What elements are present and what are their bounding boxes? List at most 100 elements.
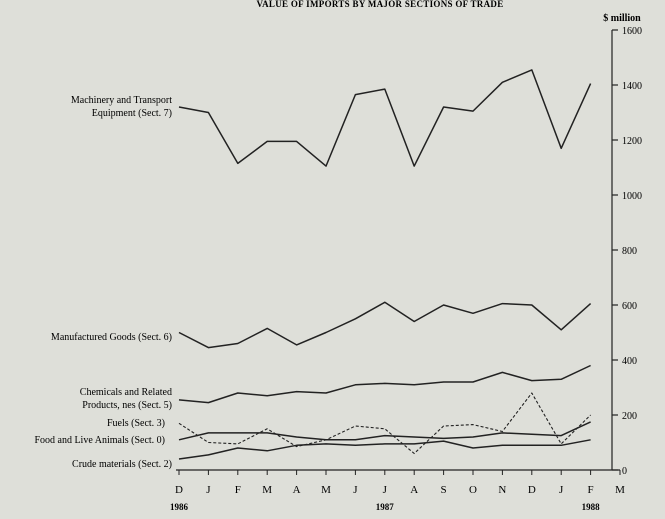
x-tick-label: J xyxy=(353,484,358,496)
data-point xyxy=(413,165,415,167)
series-line-5 xyxy=(178,439,591,460)
y-tick-label: 0 xyxy=(622,466,627,477)
data-point xyxy=(443,425,445,427)
x-tick-label: N xyxy=(498,484,506,496)
x-tick-label: F xyxy=(588,484,594,496)
series-label: Equipment (Sect. 7) xyxy=(92,108,172,119)
data-point xyxy=(266,140,268,142)
data-point xyxy=(384,428,386,430)
y-tick-label: 200 xyxy=(622,411,637,422)
x-tick-label: S xyxy=(441,484,447,496)
y-axis-unit: $ million xyxy=(603,13,641,24)
data-point xyxy=(208,112,210,114)
x-tick-label: A xyxy=(293,484,301,496)
data-point xyxy=(296,444,298,446)
data-point xyxy=(531,380,533,382)
data-point xyxy=(355,318,357,320)
data-point xyxy=(590,83,592,85)
data-point xyxy=(590,414,592,416)
data-point xyxy=(266,327,268,329)
series-line-3 xyxy=(178,392,591,455)
data-point xyxy=(531,433,533,435)
y-tick-label: 1000 xyxy=(622,191,642,202)
series-label: Crude materials (Sect. 2) xyxy=(72,459,172,470)
data-point xyxy=(413,384,415,386)
data-point xyxy=(208,402,210,404)
data-point xyxy=(266,450,268,452)
y-tick-label: 1200 xyxy=(622,136,642,147)
data-point xyxy=(208,454,210,456)
series-line-1 xyxy=(178,301,592,349)
y-tick-label: 1600 xyxy=(622,26,642,37)
data-point xyxy=(325,332,327,334)
data-point xyxy=(413,453,415,455)
data-point xyxy=(325,165,327,167)
data-point xyxy=(590,303,592,305)
x-tick-label: M xyxy=(321,484,331,496)
data-point xyxy=(325,443,327,445)
data-point xyxy=(472,381,474,383)
data-point xyxy=(472,436,474,438)
data-point xyxy=(237,447,239,449)
data-point xyxy=(208,442,210,444)
data-point xyxy=(325,439,327,441)
data-point xyxy=(443,304,445,306)
data-point xyxy=(355,439,357,441)
data-point xyxy=(384,301,386,303)
data-point xyxy=(413,436,415,438)
data-point xyxy=(296,344,298,346)
data-point xyxy=(560,147,562,149)
data-point xyxy=(590,439,592,441)
x-year-label: 1988 xyxy=(582,502,601,512)
data-point xyxy=(443,440,445,442)
x-tick-label: J xyxy=(206,484,211,496)
data-point xyxy=(208,347,210,349)
x-year-label: 1987 xyxy=(376,502,395,512)
series-label: Machinery and Transport xyxy=(71,95,172,106)
data-point xyxy=(384,88,386,90)
data-point xyxy=(590,421,592,423)
data-point xyxy=(472,424,474,426)
series-label: Manufactured Goods (Sect. 6) xyxy=(51,332,172,343)
data-point xyxy=(178,422,180,424)
data-point xyxy=(413,321,415,323)
data-point xyxy=(502,303,504,305)
data-point xyxy=(266,428,268,430)
data-point xyxy=(296,140,298,142)
data-point xyxy=(531,69,533,71)
data-point xyxy=(355,444,357,446)
chart-title: VALUE OF IMPORTS BY MAJOR SECTIONS OF TR… xyxy=(256,0,503,9)
axes: 0 200 400 600 800 1000 1200 1400 1600 D J F M A M J J A S O… xyxy=(170,26,642,512)
series-line-4 xyxy=(178,421,591,441)
x-tick-label: F xyxy=(235,484,241,496)
data-point xyxy=(325,392,327,394)
data-point xyxy=(237,443,239,445)
x-tick-label: A xyxy=(410,484,418,496)
data-point xyxy=(413,443,415,445)
data-point xyxy=(266,432,268,434)
data-point xyxy=(296,391,298,393)
data-point xyxy=(472,312,474,314)
data-point xyxy=(237,343,239,345)
data-point xyxy=(590,365,592,367)
data-point xyxy=(208,432,210,434)
data-point xyxy=(443,381,445,383)
data-point xyxy=(355,94,357,96)
data-point xyxy=(472,447,474,449)
data-point xyxy=(531,444,533,446)
data-point xyxy=(560,435,562,437)
x-tick-label: D xyxy=(175,484,183,496)
data-point xyxy=(502,81,504,83)
data-point xyxy=(502,432,504,434)
series-line-2 xyxy=(178,364,591,404)
data-point xyxy=(237,392,239,394)
data-point xyxy=(560,444,562,446)
data-point xyxy=(178,439,180,441)
data-point xyxy=(178,399,180,401)
data-point xyxy=(443,106,445,108)
data-point xyxy=(237,432,239,434)
series-label: Chemicals and Related xyxy=(80,387,172,398)
data-point xyxy=(443,437,445,439)
y-tick-label: 800 xyxy=(622,246,637,257)
